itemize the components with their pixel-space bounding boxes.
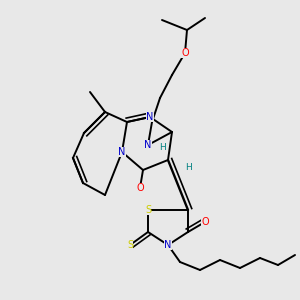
Text: N: N [164, 240, 172, 250]
Text: O: O [136, 183, 144, 193]
Text: N: N [118, 147, 126, 157]
Text: O: O [181, 48, 189, 58]
Text: O: O [201, 217, 209, 227]
Text: H: H [160, 143, 167, 152]
Text: N: N [146, 112, 154, 122]
Text: H: H [184, 164, 191, 172]
Text: S: S [145, 205, 151, 215]
Text: S: S [127, 240, 133, 250]
Text: N: N [144, 140, 152, 150]
